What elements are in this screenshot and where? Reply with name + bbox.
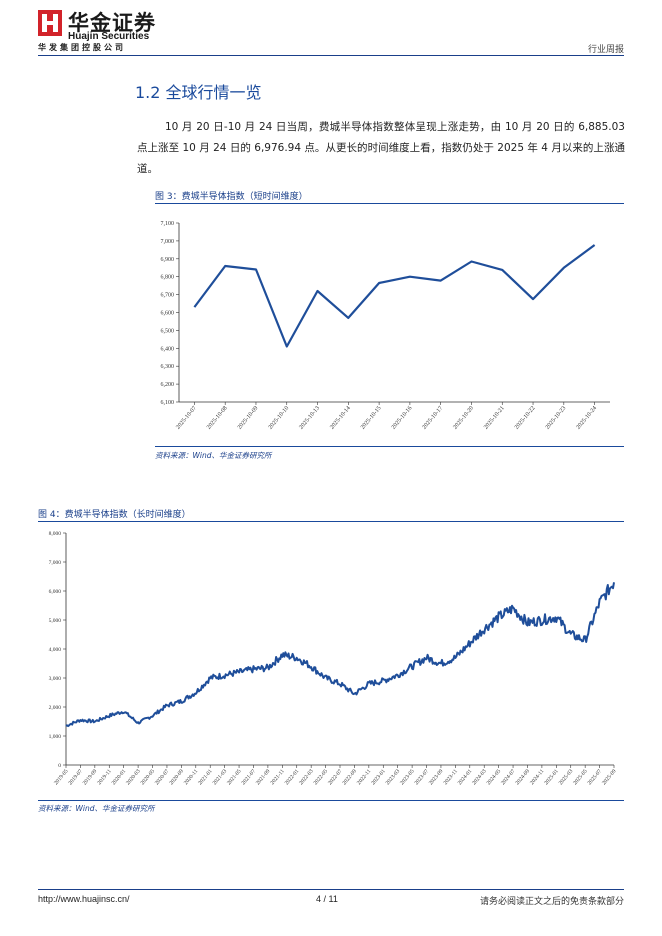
page-number: 4 / 11 bbox=[316, 894, 338, 904]
y-tick-label: 6,100 bbox=[161, 400, 175, 406]
x-tick-label: 2023-09 bbox=[428, 768, 445, 786]
x-tick-label: 2025-10-17 bbox=[422, 405, 445, 430]
x-tick-label: 2025-03 bbox=[558, 768, 575, 786]
x-tick-label: 2024-05 bbox=[486, 768, 503, 786]
y-tick-label: 6,300 bbox=[161, 364, 175, 370]
long-term-chart: 0 1,000 2,000 3,000 4,000 5,000 6,000 7,000 8,00… bbox=[49, 531, 618, 786]
x-tick-label: 2025-10-20 bbox=[452, 405, 475, 430]
y-tick-label: 6,900 bbox=[161, 257, 175, 263]
brand-name-cn: 华金证券 bbox=[68, 11, 156, 35]
x-tick-label: 2024-07 bbox=[500, 768, 517, 786]
x-tick-label: 2022-05 bbox=[313, 768, 330, 786]
x-tick-label: 2025-01 bbox=[543, 768, 560, 786]
x-tick-label: 2022-03 bbox=[298, 768, 315, 786]
x-tick-label: 2025-07 bbox=[587, 768, 604, 786]
y-tick-label: 7,000 bbox=[49, 560, 62, 566]
y-tick-label: 0 bbox=[58, 763, 61, 769]
footer-disclaimer: 请务必阅读正文之后的免责条款部分 bbox=[479, 897, 624, 907]
figure3-divider bbox=[155, 203, 624, 204]
x-tick-label: 2025-10-22 bbox=[514, 405, 537, 430]
x-tick-label: 2020-03 bbox=[125, 768, 142, 786]
x-tick-label: 2023-07 bbox=[414, 768, 431, 786]
x-tick-label: 2023-05 bbox=[399, 768, 416, 786]
x-tick-label: 2019-05 bbox=[53, 768, 70, 786]
x-tick-label: 2024-11 bbox=[529, 768, 545, 786]
x-tick-label: 2024-01 bbox=[457, 768, 474, 786]
y-tick-label: 5,000 bbox=[49, 618, 62, 624]
y-tick-label: 6,500 bbox=[161, 328, 175, 334]
y-tick-label: 4,000 bbox=[49, 647, 62, 653]
x-tick-label: 2021-03 bbox=[212, 768, 229, 786]
header-divider bbox=[38, 55, 624, 56]
x-tick-label: 2023-03 bbox=[385, 768, 402, 786]
y-tick-label: 6,800 bbox=[161, 275, 175, 281]
x-tick-label: 2021-11 bbox=[270, 768, 286, 786]
y-tick-label: 6,700 bbox=[161, 293, 175, 299]
x-tick-label: 2024-09 bbox=[515, 768, 532, 786]
x-tick-label: 2025-10-09 bbox=[237, 405, 260, 430]
x-tick-label: 2025-10-14 bbox=[329, 405, 352, 430]
x-tick-label: 2022-01 bbox=[284, 768, 301, 786]
x-tick-label: 2025-10-21 bbox=[483, 405, 506, 430]
x-tick-label: 2020-07 bbox=[154, 768, 171, 786]
figure4-source: 资料来源：Wind、华金证券研究所 bbox=[38, 804, 155, 813]
section-title: 1.2 全球行情一览 bbox=[135, 83, 262, 102]
report-type: 行业周报 bbox=[587, 45, 624, 55]
x-tick-label: 2025-10-16 bbox=[391, 405, 414, 430]
huajin-logo-icon bbox=[38, 10, 62, 36]
figure4-bottom-divider bbox=[38, 800, 624, 801]
section-paragraph: 10 月 20 日-10 月 24 日当周，费城半导体指数整体呈现上涨走势，由 … bbox=[137, 121, 625, 175]
x-tick-label: 2021-09 bbox=[255, 768, 272, 786]
y-tick-label: 6,000 bbox=[49, 589, 62, 595]
x-tick-label: 2021-01 bbox=[197, 768, 214, 786]
x-tick-label: 2023-01 bbox=[370, 768, 387, 786]
x-tick-label: 2025-10-13 bbox=[298, 405, 321, 430]
y-tick-label: 2,000 bbox=[49, 705, 62, 711]
company-tagline: 华发集团控股公司 bbox=[38, 43, 126, 52]
footer-divider bbox=[38, 889, 624, 890]
x-tick-label: 2022-09 bbox=[342, 768, 359, 786]
y-tick-label: 6,400 bbox=[161, 346, 175, 352]
y-tick-label: 7,000 bbox=[161, 239, 175, 245]
x-tick-label: 2025-05 bbox=[572, 768, 589, 786]
x-tick-label: 2025-10-24 bbox=[576, 405, 599, 430]
y-tick-label: 8,000 bbox=[49, 531, 62, 537]
x-tick-label: 2025-10-10 bbox=[268, 405, 291, 430]
x-tick-label: 2024-03 bbox=[471, 768, 488, 786]
figure4-divider bbox=[38, 521, 624, 522]
x-tick-label: 2020-11 bbox=[183, 768, 199, 786]
x-tick-label: 2021-07 bbox=[241, 768, 258, 786]
y-tick-label: 7,100 bbox=[161, 221, 175, 227]
x-tick-label: 2019-07 bbox=[68, 768, 85, 786]
footer-url[interactable]: http://www.huajinsc.cn/ bbox=[38, 894, 130, 904]
x-tick-label: 2022-07 bbox=[327, 768, 344, 786]
x-tick-label: 2025-09 bbox=[601, 768, 618, 786]
x-tick-label: 2019-09 bbox=[82, 768, 99, 786]
brand-name-en: Huajin Securities bbox=[68, 31, 150, 42]
figure3-bottom-divider bbox=[155, 446, 624, 447]
y-tick-label: 6,600 bbox=[161, 311, 175, 317]
series-line bbox=[193, 244, 596, 348]
x-tick-label: 2025-10-08 bbox=[206, 405, 229, 430]
y-tick-label: 3,000 bbox=[49, 676, 62, 682]
figure4-caption: 图 4：费城半导体指数（长时间维度） bbox=[38, 510, 191, 520]
x-tick-label: 2020-01 bbox=[111, 768, 128, 786]
x-tick-label: 2023-11 bbox=[443, 768, 459, 786]
figure3-source: 资料来源：Wind、华金证券研究所 bbox=[155, 451, 272, 460]
short-term-chart: 6,100 6,200 6,300 6,400 6,500 6,600 6,700 6,800… bbox=[161, 221, 610, 431]
x-tick-label: 2025-10-15 bbox=[360, 405, 383, 430]
x-tick-label: 2025-10-23 bbox=[545, 405, 568, 430]
x-tick-label: 2021-05 bbox=[226, 768, 243, 786]
x-tick-label: 2020-05 bbox=[140, 768, 157, 786]
series-line bbox=[65, 582, 615, 728]
x-tick-label: 2025-10-07 bbox=[175, 405, 198, 430]
figure3-caption: 图 3：费城半导体指数（短时间维度） bbox=[155, 192, 308, 202]
y-tick-label: 6,200 bbox=[161, 382, 175, 388]
y-tick-label: 1,000 bbox=[49, 734, 62, 740]
x-tick-label: 2020-09 bbox=[169, 768, 186, 786]
